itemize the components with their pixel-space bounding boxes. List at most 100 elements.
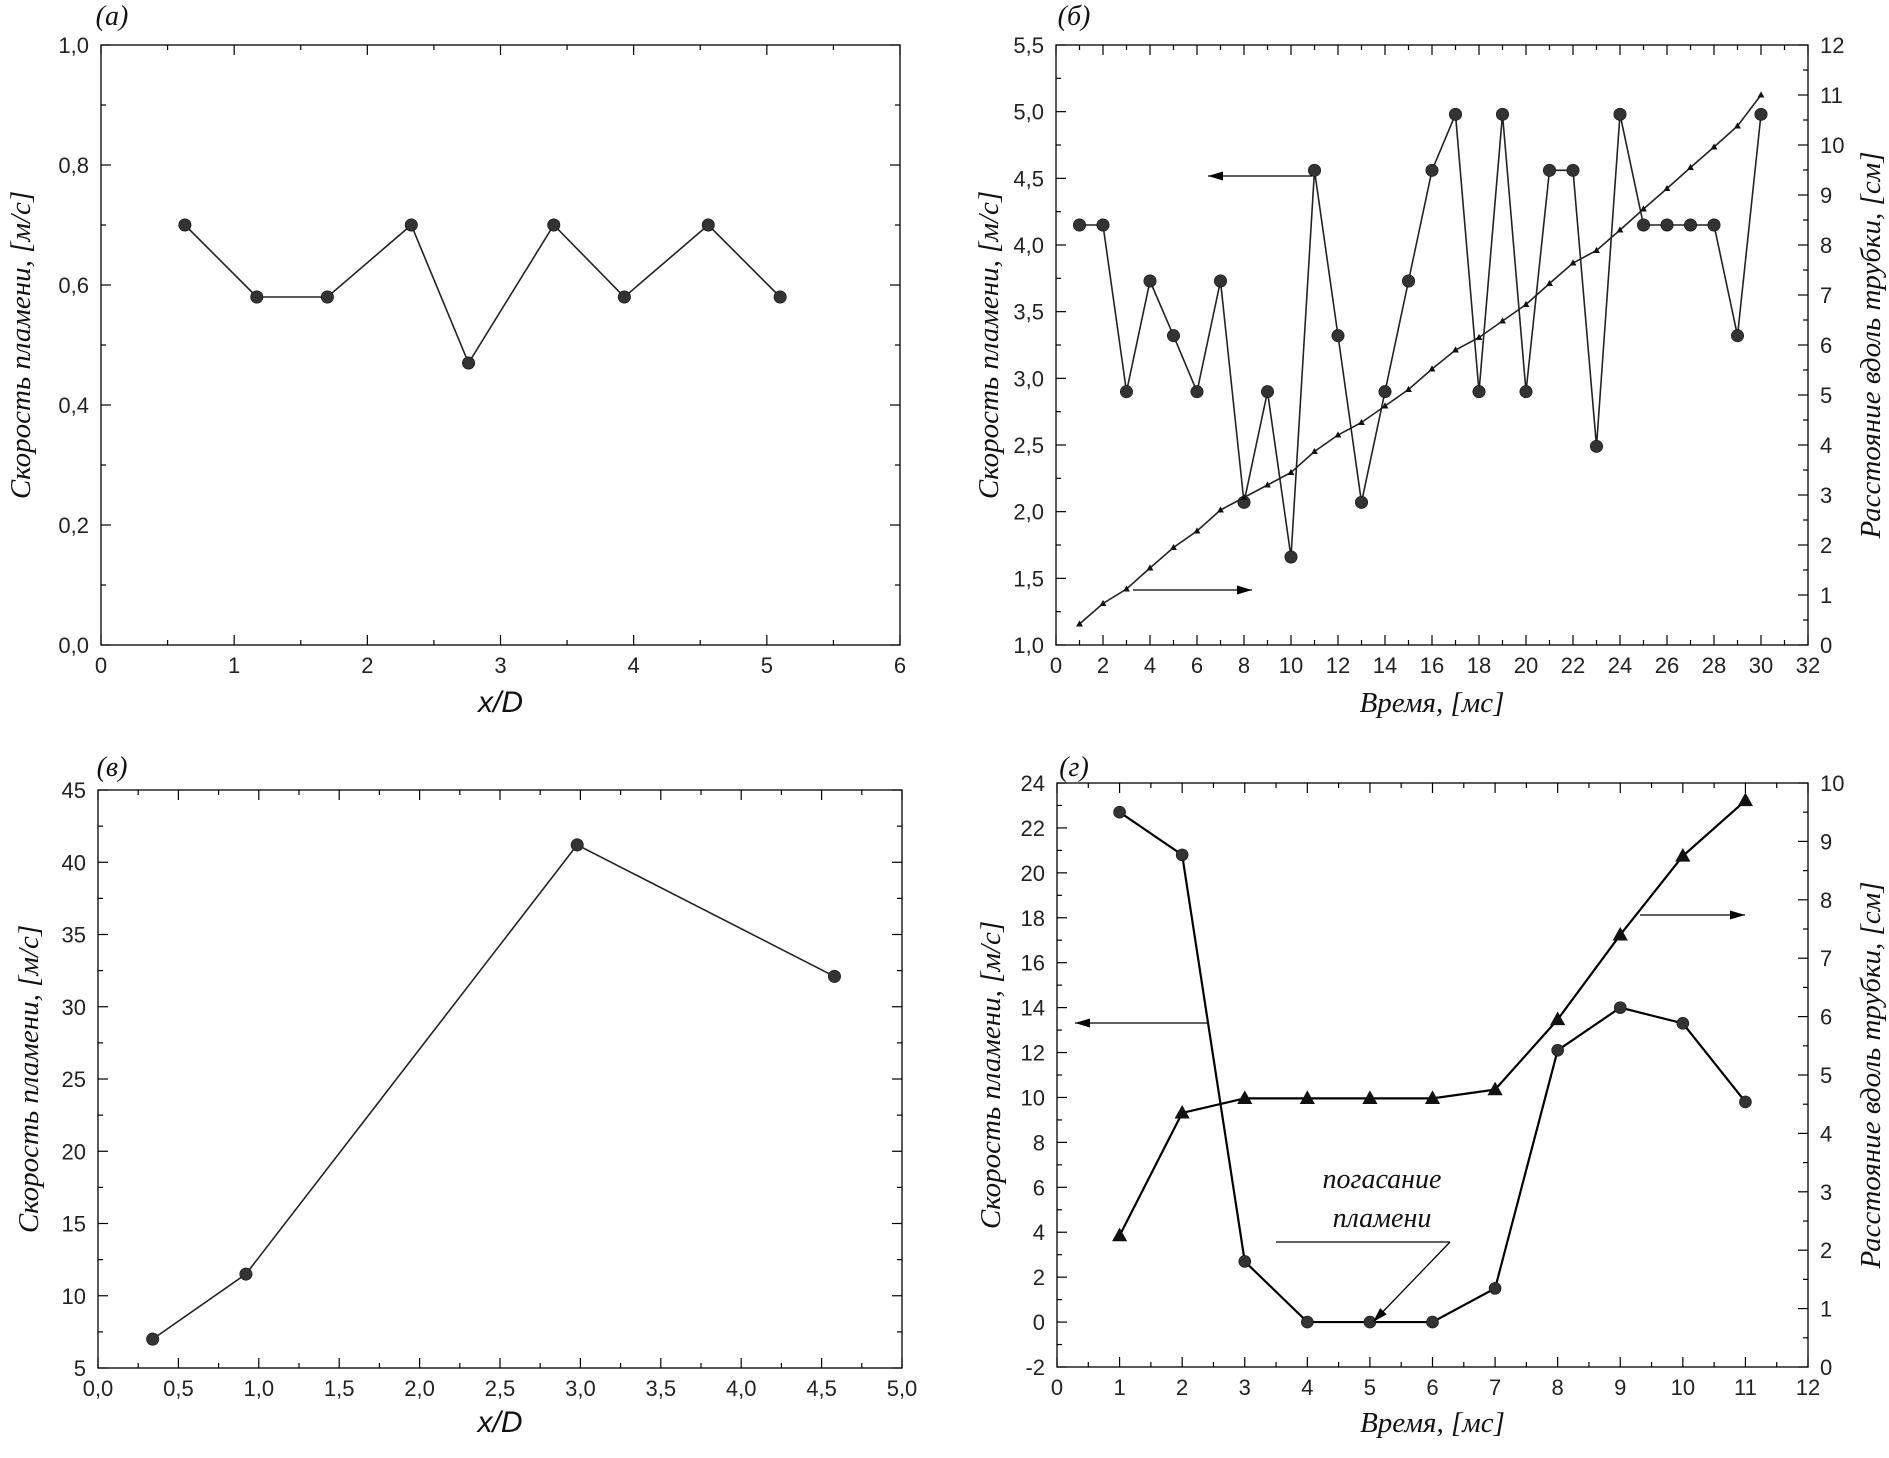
x-tick-label: 7 — [1489, 1375, 1501, 1400]
data-point — [1096, 218, 1110, 232]
y-tick-label: 22 — [1021, 816, 1045, 841]
x-tick-label: 0 — [1050, 653, 1062, 678]
x-tick-label: 6 — [1191, 653, 1203, 678]
x-tick-label: 0 — [95, 653, 107, 678]
data-point — [1301, 1315, 1314, 1329]
y2-tick-label: 9 — [1820, 829, 1832, 854]
y2-axis-title: Расстояние вдоль трубки, [см] — [1855, 151, 1887, 539]
x-tick-label: 4 — [1144, 653, 1156, 678]
data-point-triangle — [1358, 418, 1365, 426]
series-line-0 — [152, 843, 835, 1340]
y2-tick-label: 5 — [1820, 383, 1832, 408]
data-point — [1551, 1043, 1564, 1057]
annotation-text: погасание — [1323, 1164, 1442, 1195]
x-tick-label: 11 — [1734, 1375, 1757, 1400]
arrow-right-axis — [1133, 585, 1252, 595]
y-tick-label: 6 — [1033, 1175, 1045, 1200]
y-tick-label: -2 — [1025, 1355, 1045, 1380]
data-point-triangle — [1569, 259, 1577, 266]
data-point — [1331, 329, 1345, 343]
x-tick-label: 14 — [1373, 653, 1397, 678]
data-point — [404, 218, 418, 232]
x-tick-label: 0,5 — [163, 1376, 194, 1401]
data-point — [1613, 1001, 1627, 1014]
data-point — [617, 290, 631, 304]
data-point-triangle — [1099, 599, 1107, 607]
y-tick-label: 15 — [62, 1212, 86, 1237]
y-axis-title: Скорость пламени, [м/с] — [13, 925, 45, 1233]
data-point-triangle — [1734, 122, 1741, 129]
arrow-left-axis — [1075, 1018, 1208, 1028]
x-tick-label: 9 — [1614, 1375, 1626, 1400]
y2-tick-label: 2 — [1820, 1238, 1832, 1263]
data-point-triangle — [1217, 506, 1224, 513]
y-tick-label: 40 — [62, 850, 86, 875]
x-tick-label: 22 — [1561, 653, 1585, 678]
y2-axis-title: Расстояние вдоль трубки, [см] — [1855, 881, 1887, 1269]
y2-tick-label: 1 — [1820, 583, 1832, 608]
x-tick-label: 0 — [1051, 1375, 1063, 1400]
x-tick-label: 2,5 — [485, 1376, 516, 1401]
y2-tick-label: 11 — [1820, 83, 1843, 108]
x-tick-label: 3 — [494, 653, 506, 678]
data-point-triangle — [1111, 1227, 1128, 1242]
data-point — [1167, 329, 1181, 343]
data-point — [827, 969, 841, 983]
y2-tick-label: 12 — [1820, 33, 1844, 58]
arrow-head — [1373, 1308, 1387, 1322]
x-tick-label: 5 — [1364, 1375, 1376, 1400]
x-tick-label: 3,5 — [646, 1376, 677, 1401]
x-tick-label: 24 — [1608, 653, 1632, 678]
data-point — [1731, 329, 1745, 343]
y2-tick-label: 3 — [1820, 483, 1832, 508]
arrow-head — [1237, 585, 1252, 595]
x-tick-label: 20 — [1514, 653, 1538, 678]
y-tick-label: 18 — [1021, 906, 1045, 931]
data-point-triangle — [1546, 279, 1553, 287]
y-tick-label: 45 — [62, 778, 86, 803]
panel-label: (г) — [1059, 752, 1089, 783]
y2-tick-label: 9 — [1820, 183, 1832, 208]
data-point — [570, 838, 584, 852]
y-tick-label: 1,0 — [1013, 633, 1044, 658]
data-point-triangle — [1174, 1104, 1190, 1119]
arrow-head — [1730, 910, 1745, 920]
x-tick-label: 30 — [1749, 653, 1773, 678]
x-tick-label: 0,0 — [83, 1376, 114, 1401]
x-tick-label: 12 — [1326, 653, 1350, 678]
data-point — [1676, 1017, 1690, 1030]
data-point-triangle — [1687, 163, 1694, 171]
data-point — [320, 290, 334, 304]
data-point-triangle — [1381, 402, 1389, 409]
data-point — [1284, 550, 1298, 564]
y-tick-label: 10 — [1021, 1085, 1045, 1110]
y-tick-label: 5,5 — [1013, 33, 1044, 58]
data-point-triangle — [1757, 91, 1765, 98]
data-point-triangle — [1612, 926, 1628, 941]
x-tick-label: 5,0 — [887, 1376, 918, 1401]
y-tick-label: 4 — [1033, 1220, 1045, 1245]
plot-frame — [1056, 782, 1809, 1368]
y-tick-label: 8 — [1033, 1130, 1045, 1155]
data-point — [1519, 385, 1533, 399]
x-tick-label: 8 — [1552, 1375, 1564, 1400]
chart-panel-g: 0 1 2 3 4 5 6 7 8 9 10 11 12-20246810121416182022240… — [975, 752, 1887, 1439]
y-tick-label: 3,0 — [1013, 366, 1044, 391]
y-tick-label: 35 — [62, 923, 86, 948]
y-tick-label: 0,4 — [58, 393, 89, 418]
y-tick-label: 2,5 — [1013, 433, 1044, 458]
y2-tick-label: 7 — [1820, 283, 1832, 308]
series-line-0 — [1079, 114, 1762, 558]
data-point-triangle — [1311, 447, 1318, 455]
y2-tick-label: 7 — [1820, 946, 1832, 971]
data-point-triangle — [1237, 1090, 1253, 1104]
y-tick-label: 10 — [62, 1284, 86, 1309]
arrow-shaft — [1372, 1241, 1451, 1323]
chart-panel-b: 0 2 4 6 8 10 12 14 16 18 20 22 24 26 28 30 321,01,52,02,… — [973, 1, 1887, 719]
chart-panel-v: 0,0 0,5 1,0 1,5 2,0 2,5 3,0 3,5 4,0 4,5 5,0 5 10 15 20… — [13, 752, 917, 1439]
y-axis-title: Скорость пламени, [м/с] — [5, 191, 37, 499]
arrow-head — [1075, 1018, 1090, 1028]
data-point-triangle — [1299, 1090, 1315, 1104]
data-point — [1073, 218, 1087, 232]
